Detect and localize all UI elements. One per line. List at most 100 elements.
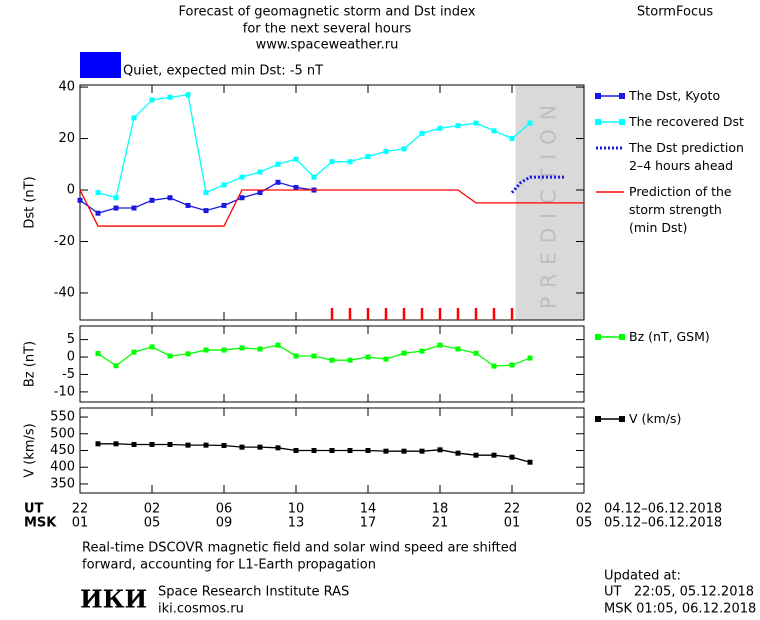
y-axis-label: V (km/s) (23, 423, 38, 478)
legend: V (km/s) (595, 410, 681, 428)
legend-label: V (km/s) (629, 411, 682, 426)
y-tick-label: -10 (54, 384, 75, 399)
y-tick-label: 350 (50, 476, 75, 491)
marker (329, 159, 335, 165)
x-tick-label: 10 (288, 502, 305, 517)
marker (185, 92, 191, 98)
marker (113, 205, 119, 211)
legend-label: The Dst prediction 2–4 hours ahead (629, 140, 744, 173)
marker (293, 184, 299, 190)
x-tick-label: 01 (72, 516, 89, 531)
marker (383, 356, 389, 362)
legend-symbol (596, 191, 624, 193)
time-row-name: UT (24, 502, 44, 517)
marker (509, 136, 515, 142)
marker (275, 445, 281, 451)
x-tick-label: 22 (72, 502, 89, 517)
marker (95, 441, 101, 447)
title: Forecast of geomagnetic storm and Dst in… (178, 5, 475, 20)
x-tick-label: 01 (504, 516, 521, 531)
marker (257, 190, 263, 196)
y-tick-label: 500 (50, 426, 75, 441)
marker (167, 94, 173, 100)
status-label: Quiet, expected min Dst: -5 nT (123, 64, 323, 79)
x-tick-label: 05 (144, 516, 161, 531)
legend-item: The Dst, Kyoto (595, 87, 744, 105)
marker (77, 197, 83, 203)
legend-item: The Dst prediction 2–4 hours ahead (595, 139, 744, 175)
legend-item: The recovered Dst (595, 113, 744, 131)
date-range: 04.12–06.12.2018 (604, 502, 722, 517)
x-tick-label: 22 (504, 502, 521, 517)
marker (365, 448, 371, 453)
series-line (97, 94, 531, 199)
legend-symbol (595, 416, 625, 422)
x-tick-label: 14 (360, 502, 377, 517)
legend-marker (619, 93, 625, 99)
institute: Space Research Institute RAS (158, 585, 349, 600)
legend: The Dst, Kyoto The recovered Dst The Dst p… (595, 87, 744, 237)
legend-marker (619, 334, 625, 340)
marker (347, 357, 353, 363)
x-tick-label: 02 (144, 502, 161, 517)
marker (167, 353, 173, 359)
note: Real-time DSCOVR magnetic field and sola… (82, 541, 517, 556)
marker (329, 448, 335, 453)
marker (239, 195, 245, 201)
x-tick-label: 06 (216, 502, 233, 517)
x-tick-label: 21 (432, 516, 449, 531)
subtitle: for the next several hours (243, 22, 412, 37)
y-tick-label: 0 (67, 350, 75, 365)
marker (203, 208, 209, 214)
legend-item: Prediction of the storm strength (min Ds… (595, 183, 744, 237)
y-tick-label: -5 (62, 367, 75, 382)
x-tick-label: 05 (576, 516, 593, 531)
marker (95, 210, 101, 216)
marker (401, 146, 407, 152)
legend-label: The Dst, Kyoto (629, 88, 721, 103)
marker (113, 441, 119, 447)
y-axis-label: Dst (nT) (23, 176, 38, 228)
marker (221, 182, 227, 188)
marker (149, 97, 155, 103)
y-tick-label: 450 (50, 443, 75, 458)
site-url: www.spaceweather.ru (256, 38, 399, 53)
note: forward, accounting for L1-Earth propaga… (82, 558, 376, 573)
marker (275, 342, 281, 348)
legend-symbol (595, 334, 625, 340)
y-tick-label: 5 (67, 332, 75, 347)
y-axis-label: Bz (nT) (23, 341, 38, 387)
marker (239, 345, 245, 351)
marker (509, 454, 515, 460)
date-range: 05.12–06.12.2018 (604, 516, 722, 531)
marker (239, 444, 245, 450)
y-tick-label: 550 (50, 410, 75, 425)
y-tick-label: -40 (54, 285, 75, 300)
marker (113, 363, 119, 369)
marker (293, 156, 299, 162)
marker (437, 125, 443, 131)
marker (185, 351, 191, 357)
marker (221, 202, 227, 208)
marker (473, 350, 479, 356)
marker (527, 355, 533, 361)
marker (473, 120, 479, 126)
legend-item: V (km/s) (595, 410, 681, 428)
marker (401, 350, 407, 356)
marker (491, 452, 497, 458)
y-tick-label: 40 (58, 80, 75, 95)
logo: ИКИ (80, 585, 147, 614)
marker (167, 441, 173, 447)
y-tick-label: 0 (67, 183, 75, 198)
site: iki.cosmos.ru (158, 602, 244, 617)
marker (185, 442, 191, 448)
marker (365, 354, 371, 360)
marker (221, 347, 227, 353)
marker (401, 448, 407, 454)
time-row-name: MSK (24, 516, 57, 531)
marker (329, 357, 335, 363)
marker (131, 205, 137, 211)
marker (509, 362, 515, 368)
